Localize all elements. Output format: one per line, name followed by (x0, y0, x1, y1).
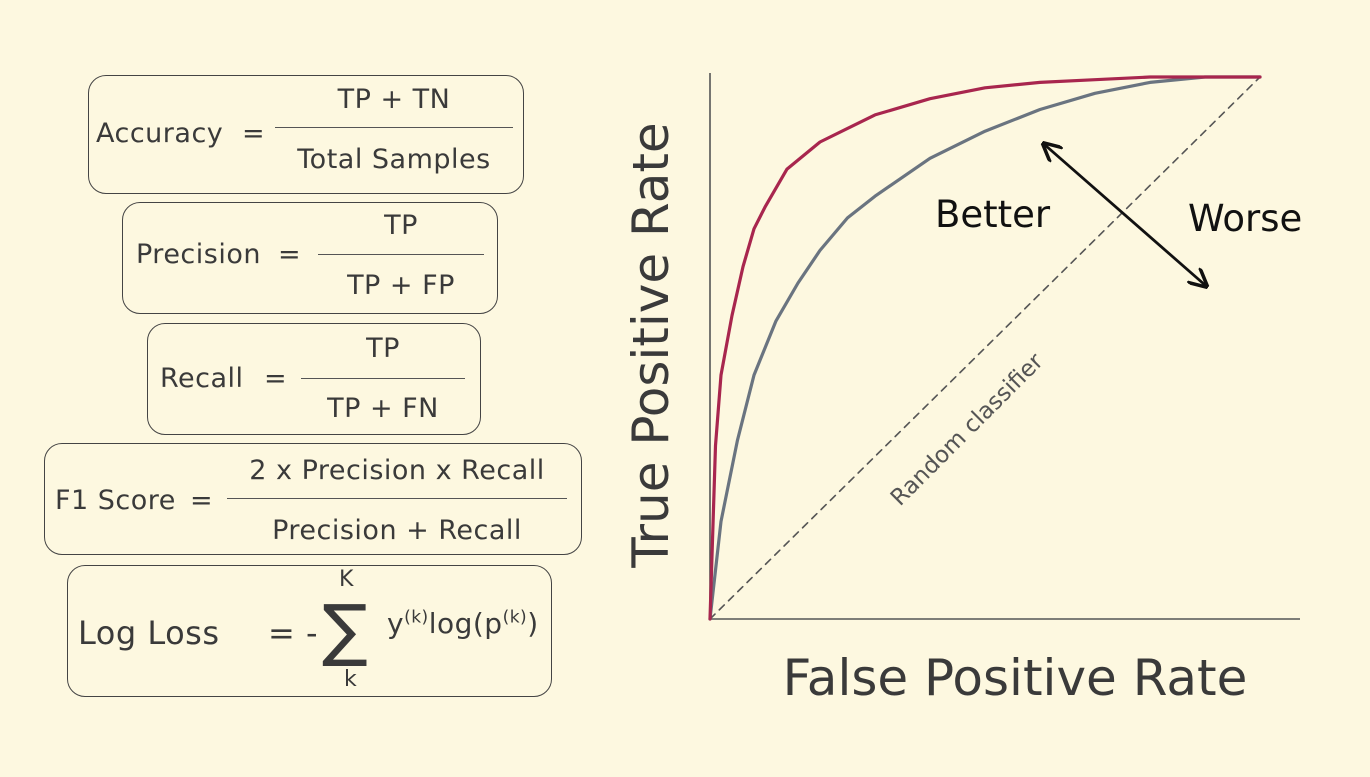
recall-box (147, 323, 481, 435)
roc-curve-good (708, 75, 1262, 621)
recall-label: Recall (160, 363, 244, 394)
f1-label: F1 Score (55, 485, 176, 516)
precision-box (122, 202, 498, 314)
precision-numerator: TP (384, 210, 418, 241)
accuracy-eq: = (242, 118, 266, 149)
recall-denominator: TP + FN (327, 393, 439, 424)
logloss-y-superscript: (k) (404, 607, 429, 628)
x-axis-label: False Positive Rate (783, 649, 1248, 707)
f1-numerator: 2 x Precision x Recall (249, 455, 545, 486)
roc-curve-ok (708, 75, 1262, 621)
sum-lower-limit: k (344, 667, 358, 692)
precision-eq: = (278, 239, 302, 270)
accuracy-numerator: TP + TN (337, 84, 451, 115)
better-label: Better (935, 193, 1051, 236)
accuracy-fraction-line (275, 127, 513, 128)
precision-denominator: TP + FP (347, 270, 455, 301)
logloss-eq: = - (268, 614, 319, 652)
recall-numerator: TP (366, 333, 400, 364)
recall-eq: = (264, 363, 288, 394)
logloss-close-paren: ) (527, 607, 539, 640)
f1-eq: = (190, 485, 214, 516)
logloss-box (67, 565, 552, 697)
f1-fraction-line (227, 498, 567, 499)
logloss-term: y(k)log(p(k)) (387, 607, 539, 640)
y-axis-label: True Positive Rate (622, 122, 680, 568)
logloss-label: Log Loss (78, 614, 220, 652)
accuracy-box (88, 75, 524, 194)
precision-fraction-line (318, 254, 484, 255)
accuracy-label: Accuracy (96, 118, 224, 149)
precision-label: Precision (136, 239, 261, 270)
logloss-y: y (387, 607, 405, 640)
worse-label: Worse (1188, 197, 1302, 240)
better-worse-arrow (1045, 145, 1205, 285)
f1-denominator: Precision + Recall (272, 515, 522, 546)
recall-fraction-line (301, 378, 465, 379)
roc-chart: Random classifier Better Worse True Posi… (622, 73, 1302, 707)
random-classifier-line (709, 76, 1261, 620)
logloss-p-superscript: (k) (502, 607, 528, 628)
random-classifier-label: Random classifier (886, 348, 1049, 511)
f1-box (44, 443, 582, 555)
logloss-log: log(p (428, 607, 503, 640)
sum-upper-limit: K (339, 567, 354, 592)
sigma-icon: ∑ (322, 591, 369, 670)
accuracy-denominator: Total Samples (297, 144, 491, 175)
